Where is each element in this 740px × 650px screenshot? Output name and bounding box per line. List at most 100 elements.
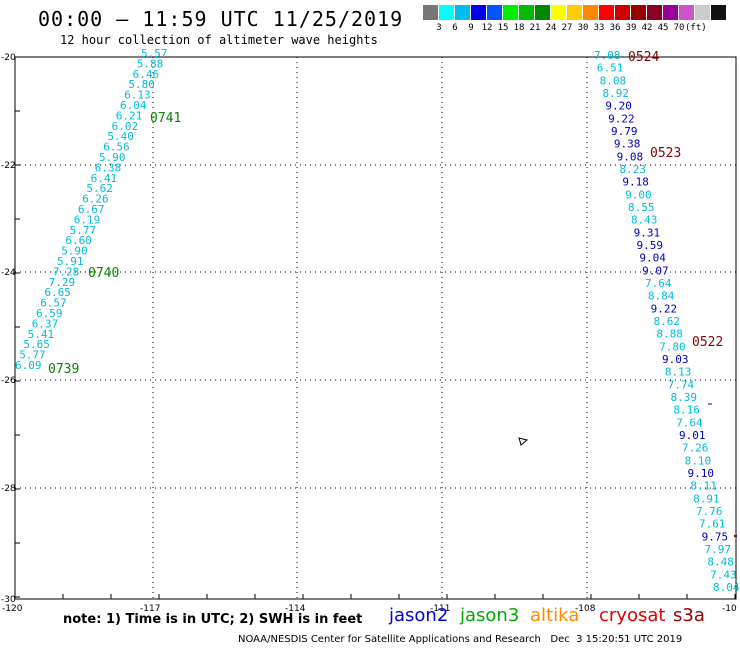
wave-height-value: 8.88	[656, 328, 683, 341]
altimeter-tracks: 5.575.886.465.806.136.046.216.025.406.56…	[15, 47, 740, 594]
note-text: note: 1) Time is in UTC; 2) SWH is in fe…	[63, 612, 363, 627]
wave-height-value: 9.20	[605, 100, 632, 113]
wave-height-value: 8.10	[685, 454, 712, 467]
wave-height-value: 8.84	[648, 290, 675, 303]
wave-height-value: 8.39	[671, 391, 698, 404]
wave-height-value: 6.04	[120, 99, 147, 112]
axis-ticks	[14, 56, 736, 599]
track-marks	[708, 403, 737, 537]
scale-label: 30	[577, 23, 589, 33]
satellite-legend-cryosat: cryosat	[599, 605, 666, 626]
wave-height-value: 7.74	[668, 378, 695, 391]
grid-lines	[15, 57, 736, 599]
wave-height-value: 7.80	[659, 340, 686, 353]
track-time-label: 0522	[692, 335, 723, 350]
y-axis-label: -26	[1, 376, 16, 386]
wave-height-value: 8.04	[713, 581, 740, 594]
scale-label: 39	[625, 23, 637, 33]
scale-label: 27	[561, 23, 573, 33]
wave-height-value: 6.60	[65, 234, 92, 247]
wave-height-value: 9.01	[679, 429, 706, 442]
scale-label: (ft)	[685, 23, 707, 33]
track-time-label: 0740	[88, 266, 119, 281]
scale-swatch	[455, 5, 470, 20]
scale-swatch	[519, 5, 534, 20]
wave-height-value: 8.11	[690, 480, 717, 493]
scale-swatch	[487, 5, 502, 20]
satellite-legend-jason3: jason3	[460, 605, 520, 626]
wave-height-value: 8.08	[600, 74, 627, 87]
wave-height-value: 8.13	[665, 366, 692, 379]
scale-swatch	[615, 5, 630, 20]
scale-swatch	[631, 5, 646, 20]
x-axis-label: -108	[575, 604, 596, 614]
wave-height-value: 5.77	[70, 224, 97, 237]
scale-label: 36	[609, 23, 621, 33]
scale-swatch	[647, 5, 662, 20]
wave-height-value: 9.10	[688, 467, 715, 480]
scale-swatch	[695, 5, 710, 20]
scale-swatch	[663, 5, 678, 20]
scale-swatch	[711, 5, 726, 20]
wave-height-value: 6.51	[597, 62, 624, 75]
y-axis-label: -24	[1, 268, 16, 278]
wave-height-value: 9.08	[617, 150, 644, 163]
wave-height-value: 9.22	[651, 302, 678, 315]
wave-height-value: 7.97	[705, 543, 732, 556]
scale-label: 15	[497, 23, 509, 33]
wave-height-value: 8.43	[631, 214, 658, 227]
wave-height-value: 8.23	[620, 163, 647, 176]
track-time-label: 0524	[628, 50, 659, 65]
scale-label: 3	[436, 23, 442, 33]
wave-height-value: 9.04	[639, 252, 666, 265]
x-axis-labels: -120 -117 -114 -111 -108 -10	[2, 604, 737, 614]
scale-label: 42	[641, 23, 653, 33]
wave-height-value: 7.28	[53, 265, 80, 278]
satellite-legend-jason2: jason2	[389, 605, 449, 626]
scale-label: 9	[468, 23, 474, 33]
wave-height-value: 8.91	[693, 492, 720, 505]
y-axis-label: -30	[1, 595, 16, 605]
wave-height-value: 5.40	[107, 130, 133, 143]
wave-height-value: 9.75	[702, 530, 729, 543]
x-axis-label: -117	[140, 604, 160, 614]
scale-label: 24	[545, 23, 557, 33]
wave-height-value: 6.46	[133, 68, 160, 81]
satellite-legend-altika: altika	[530, 605, 580, 626]
wave-height-value: 5.80	[128, 78, 155, 91]
satellite-legend-s3a: s3a	[673, 605, 705, 626]
wave-height-value: 5.88	[137, 57, 164, 70]
scale-label: 6	[452, 23, 458, 33]
wave-height-value: 6.37	[32, 317, 59, 330]
wave-height-value: 9.00	[625, 188, 652, 201]
scale-swatch	[503, 5, 518, 20]
scale-swatch	[567, 5, 582, 20]
wave-height-value: 5.90	[61, 245, 87, 258]
scale-swatch	[439, 5, 454, 20]
scale-swatch	[535, 5, 550, 20]
x-axis-label: -10	[722, 604, 737, 614]
x-axis-label: -111	[430, 604, 450, 614]
page-title: 00:00 – 11:59 UTC 11/25/2019	[38, 7, 404, 31]
wave-height-value: 5.62	[86, 182, 113, 195]
wave-height-value: 7.61	[699, 518, 726, 531]
scale-swatch	[583, 5, 598, 20]
wave-height-value: 6.65	[44, 286, 71, 299]
page-subtitle: 12 hour collection of altimeter wave hei…	[60, 33, 378, 47]
wave-height-value: 7.29	[49, 276, 76, 289]
y-axis-label: -20	[1, 53, 16, 63]
wave-height-value: 9.38	[614, 138, 641, 151]
wave-height-value: 6.59	[36, 307, 63, 320]
wave-height-value: 5.91	[57, 255, 84, 268]
wave-height-value: 6.41	[91, 172, 118, 185]
wave-height-value: 8.92	[603, 87, 630, 100]
wave-height-value: 6.26	[82, 193, 109, 206]
wave-height-value: 5.90	[99, 151, 126, 164]
wave-height-value: 7.43	[710, 568, 737, 581]
wave-height-value: 6.02	[112, 120, 139, 133]
wave-height-value: 6.38	[95, 161, 122, 174]
wave-height-value: 9.22	[608, 112, 635, 125]
scale-swatch	[599, 5, 614, 20]
wave-height-value: 8.62	[654, 315, 681, 328]
y-axis-labels: -20 -22 -24 -26 -28 -30	[1, 53, 16, 605]
